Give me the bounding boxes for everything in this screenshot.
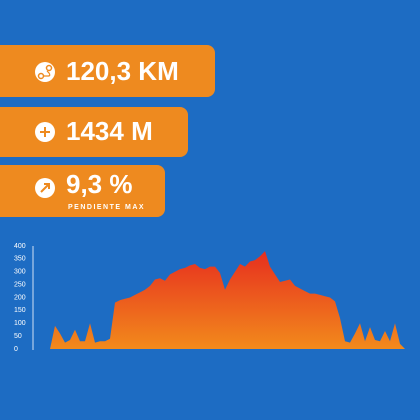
y-tick-label: 250: [14, 281, 26, 288]
banner: [0, 45, 215, 97]
route-icon: [35, 62, 55, 82]
y-tick-label: 400: [14, 243, 26, 250]
banner: [0, 107, 188, 157]
y-tick-label: 200: [14, 294, 26, 301]
y-tick-label: 150: [14, 307, 26, 314]
slope-icon: [35, 178, 55, 198]
elevation-gain: 1434 M: [66, 116, 153, 146]
plus-icon: [35, 122, 55, 142]
y-tick-label: 350: [14, 256, 26, 263]
distance: 120,3 KM: [66, 56, 179, 86]
y-tick-label: 100: [14, 320, 26, 327]
banner: [0, 165, 165, 217]
y-tick-label: 0: [14, 346, 18, 353]
max-slope-caption: PENDIENTE MAX: [68, 204, 145, 211]
max-slope: 9,3 %: [66, 169, 133, 199]
y-tick-label: 50: [14, 333, 22, 340]
y-tick-label: 300: [14, 269, 26, 276]
elevation-area: [50, 251, 405, 349]
